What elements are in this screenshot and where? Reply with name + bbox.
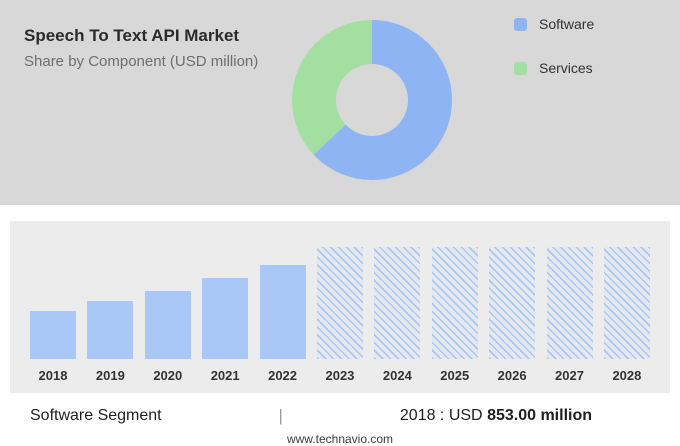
forecast-bar xyxy=(603,247,650,359)
caption-row: Software Segment | 2018 : USD 853.00 mil… xyxy=(0,393,680,426)
bar-column-2023: 2023 xyxy=(316,247,363,383)
legend-item-software: Software xyxy=(514,16,594,32)
x-axis-label: 2024 xyxy=(382,368,412,383)
bar-column-2019: 2019 xyxy=(87,247,134,383)
segment-label: Software Segment xyxy=(30,407,162,424)
legend-swatch xyxy=(514,61,527,75)
x-axis-label: 2028 xyxy=(612,368,642,383)
value-bar xyxy=(144,290,191,359)
legend-item-services: Services xyxy=(514,60,594,76)
x-axis-label: 2021 xyxy=(210,368,240,383)
bar-chart: 2018 2019 2020 2021 2022 2023 2024 2025 2026 2027… xyxy=(30,247,650,383)
donut-chart-wrap xyxy=(292,20,452,180)
bar-chart-panel: 2018 2019 2020 2021 2022 2023 2024 2025 2026 2027… xyxy=(10,221,670,393)
bar-column-2021: 2021 xyxy=(202,247,249,383)
forecast-bar xyxy=(431,247,478,359)
x-axis-label: 2025 xyxy=(440,368,470,383)
x-axis-label: 2023 xyxy=(325,368,355,383)
donut-chart xyxy=(292,20,452,180)
segment-value-amount: 853.00 million xyxy=(487,407,592,424)
bar-column-2020: 2020 xyxy=(144,247,191,383)
page-subtitle: Share by Component (USD million) xyxy=(24,53,259,70)
x-axis-label: 2026 xyxy=(497,368,527,383)
chart-legend: Software Services xyxy=(514,16,594,76)
value-bar xyxy=(259,264,306,359)
x-axis-label: 2019 xyxy=(95,368,125,383)
bar-column-2025: 2025 xyxy=(431,247,478,383)
bar-column-2024: 2024 xyxy=(374,247,421,383)
bar-column-2022: 2022 xyxy=(259,247,306,383)
legend-swatch xyxy=(514,17,527,31)
legend-label: Services xyxy=(539,60,593,76)
segment-value: 2018 : USD 853.00 million xyxy=(400,407,592,425)
website-link[interactable]: www.technavio.com xyxy=(286,432,394,446)
x-axis-label: 2020 xyxy=(153,368,183,383)
x-axis-label: 2018 xyxy=(38,368,68,383)
header-text: Speech To Text API Market Share by Compo… xyxy=(24,26,292,70)
forecast-bar xyxy=(316,247,363,359)
legend-label: Software xyxy=(539,16,595,32)
page-title: Speech To Text API Market xyxy=(24,26,240,45)
x-axis-label: 2022 xyxy=(268,368,298,383)
caption-separator: | xyxy=(278,406,283,425)
value-bar xyxy=(202,278,249,359)
header-section: Speech To Text API Market Share by Compo… xyxy=(0,0,680,205)
value-bar xyxy=(87,300,134,359)
value-bar xyxy=(30,310,76,359)
bar-column-2027: 2027 xyxy=(546,247,593,383)
forecast-bar xyxy=(489,247,536,359)
bar-column-2028: 2028 xyxy=(603,247,650,383)
segment-value-prefix: 2018 : USD xyxy=(399,407,483,424)
x-axis-label: 2027 xyxy=(555,368,584,383)
bar-column-2018: 2018 xyxy=(30,247,76,383)
donut-hole xyxy=(336,64,408,136)
forecast-bar xyxy=(374,247,421,359)
bar-column-2026: 2026 xyxy=(489,247,536,383)
forecast-bar xyxy=(546,247,593,359)
